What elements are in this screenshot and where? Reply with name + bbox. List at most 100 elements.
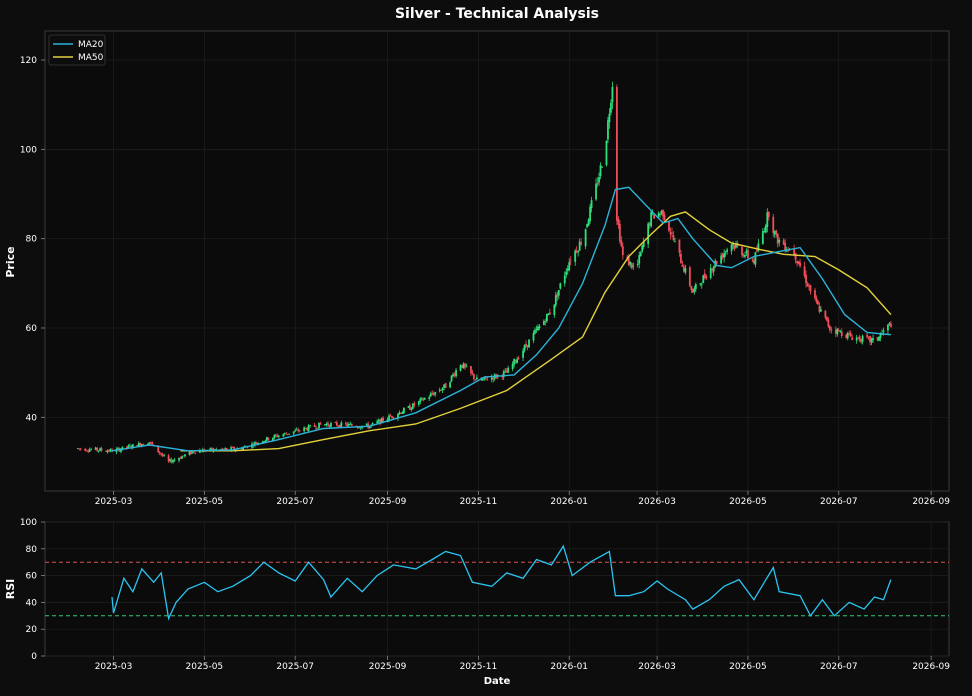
- candle-body: [440, 389, 443, 391]
- candle-body: [78, 448, 81, 450]
- candle-body: [872, 337, 874, 341]
- candle-body: [535, 329, 538, 330]
- candle-body: [481, 379, 484, 381]
- candle-body: [589, 206, 591, 222]
- x-tick-label: 2026-05: [729, 662, 767, 672]
- y-tick-label: 80: [26, 545, 38, 555]
- price-axis-label: Price: [4, 246, 17, 277]
- candle-body: [255, 442, 258, 444]
- candle-body: [190, 451, 192, 454]
- candle-body: [681, 264, 684, 267]
- candle-body: [84, 448, 87, 451]
- candle-body: [766, 212, 769, 228]
- candle-body: [158, 452, 161, 454]
- candle-body: [538, 326, 541, 329]
- candle-body: [660, 210, 663, 214]
- candle-body: [747, 249, 749, 259]
- candle-body: [139, 443, 142, 447]
- candle-body: [470, 366, 472, 374]
- x-tick-label: 2025-07: [276, 497, 314, 507]
- candle-body: [662, 209, 664, 217]
- candle-body: [193, 451, 195, 453]
- candle-body: [525, 343, 527, 347]
- y-tick-label: 40: [26, 598, 38, 608]
- candle-body: [338, 425, 341, 428]
- candle-body: [516, 359, 519, 364]
- candle-body: [90, 449, 93, 450]
- rsi-grid: [45, 521, 949, 657]
- candle-body: [417, 401, 420, 405]
- candle-body: [855, 337, 858, 341]
- candle-body: [315, 427, 317, 429]
- candle-body: [304, 427, 307, 429]
- candle-body: [851, 337, 854, 341]
- candle-body: [340, 422, 343, 427]
- candle-body: [820, 309, 822, 312]
- candle-body: [388, 415, 390, 421]
- candle-body: [277, 435, 280, 437]
- candle-body: [422, 398, 425, 401]
- candle-body: [575, 250, 578, 253]
- candle-body: [784, 242, 787, 251]
- candle-body: [723, 253, 726, 258]
- candle-body: [100, 448, 103, 451]
- rsi-x-ticks: 2025-03 2025-05 2025-07 2025-09 2025-11 2026-…: [95, 656, 950, 672]
- candle-body: [648, 223, 651, 226]
- candle-body: [286, 433, 289, 435]
- candle-body: [325, 423, 328, 426]
- candle-body: [514, 360, 517, 363]
- candle-body: [526, 345, 529, 347]
- candle-body: [523, 345, 526, 351]
- candle-body: [151, 442, 154, 445]
- candle-body: [188, 451, 191, 455]
- candle-body: [224, 448, 227, 450]
- candle-body: [754, 252, 757, 265]
- candle-body: [410, 408, 413, 410]
- candle-body: [668, 221, 670, 232]
- candle-body: [596, 183, 599, 185]
- candle-body: [703, 273, 706, 278]
- x-tick-label: 2026-03: [638, 662, 676, 672]
- candle-body: [263, 441, 265, 444]
- candle-body: [267, 437, 270, 441]
- candle-body: [334, 422, 337, 424]
- candle-body: [866, 334, 868, 338]
- candle-body: [408, 405, 411, 410]
- candle-body: [142, 443, 145, 445]
- candle-body: [461, 365, 463, 368]
- candle-body: [709, 268, 712, 279]
- candle-body: [359, 427, 362, 429]
- candle-body: [887, 324, 889, 331]
- candle-body: [407, 406, 410, 408]
- candle-body: [557, 289, 560, 296]
- x-tick-label: 2025-03: [95, 662, 133, 672]
- candle-body: [318, 422, 320, 429]
- candle-body: [106, 450, 109, 453]
- x-tick-label: 2026-01: [550, 662, 588, 672]
- candle-body: [403, 408, 405, 413]
- candle-body: [548, 312, 551, 315]
- candle-body: [464, 363, 466, 367]
- candle-body: [688, 267, 691, 286]
- candle-body: [288, 433, 291, 435]
- candle-body: [292, 431, 295, 434]
- candle-body: [254, 442, 256, 446]
- candle-body: [683, 266, 685, 272]
- candle-body: [607, 120, 609, 140]
- candle-body: [537, 327, 539, 331]
- candle-body: [502, 371, 505, 378]
- candle-body: [753, 260, 755, 264]
- candle-body: [793, 248, 796, 255]
- candle-body: [827, 319, 830, 327]
- candle-body: [379, 419, 381, 424]
- candle-body: [505, 371, 508, 373]
- candle-body: [452, 374, 454, 377]
- candle-body: [638, 255, 641, 264]
- candle-body: [559, 283, 562, 289]
- candle-body: [846, 333, 849, 339]
- candle-body: [350, 423, 353, 426]
- candle-body: [131, 444, 134, 448]
- candle-body: [732, 244, 734, 246]
- x-tick-label: 2025-05: [186, 497, 224, 507]
- candle-body: [876, 337, 879, 340]
